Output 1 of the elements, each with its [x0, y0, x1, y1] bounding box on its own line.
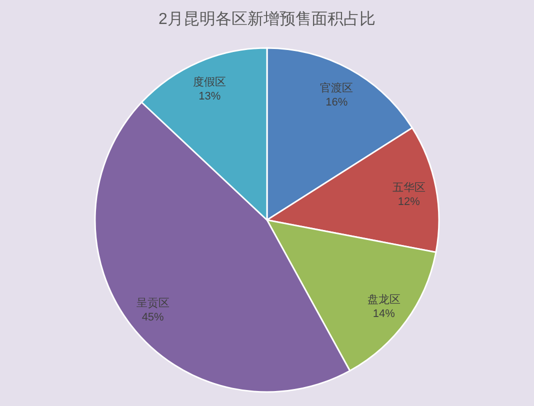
title: 2月昆明各区新增预售面积占比	[158, 11, 376, 28]
